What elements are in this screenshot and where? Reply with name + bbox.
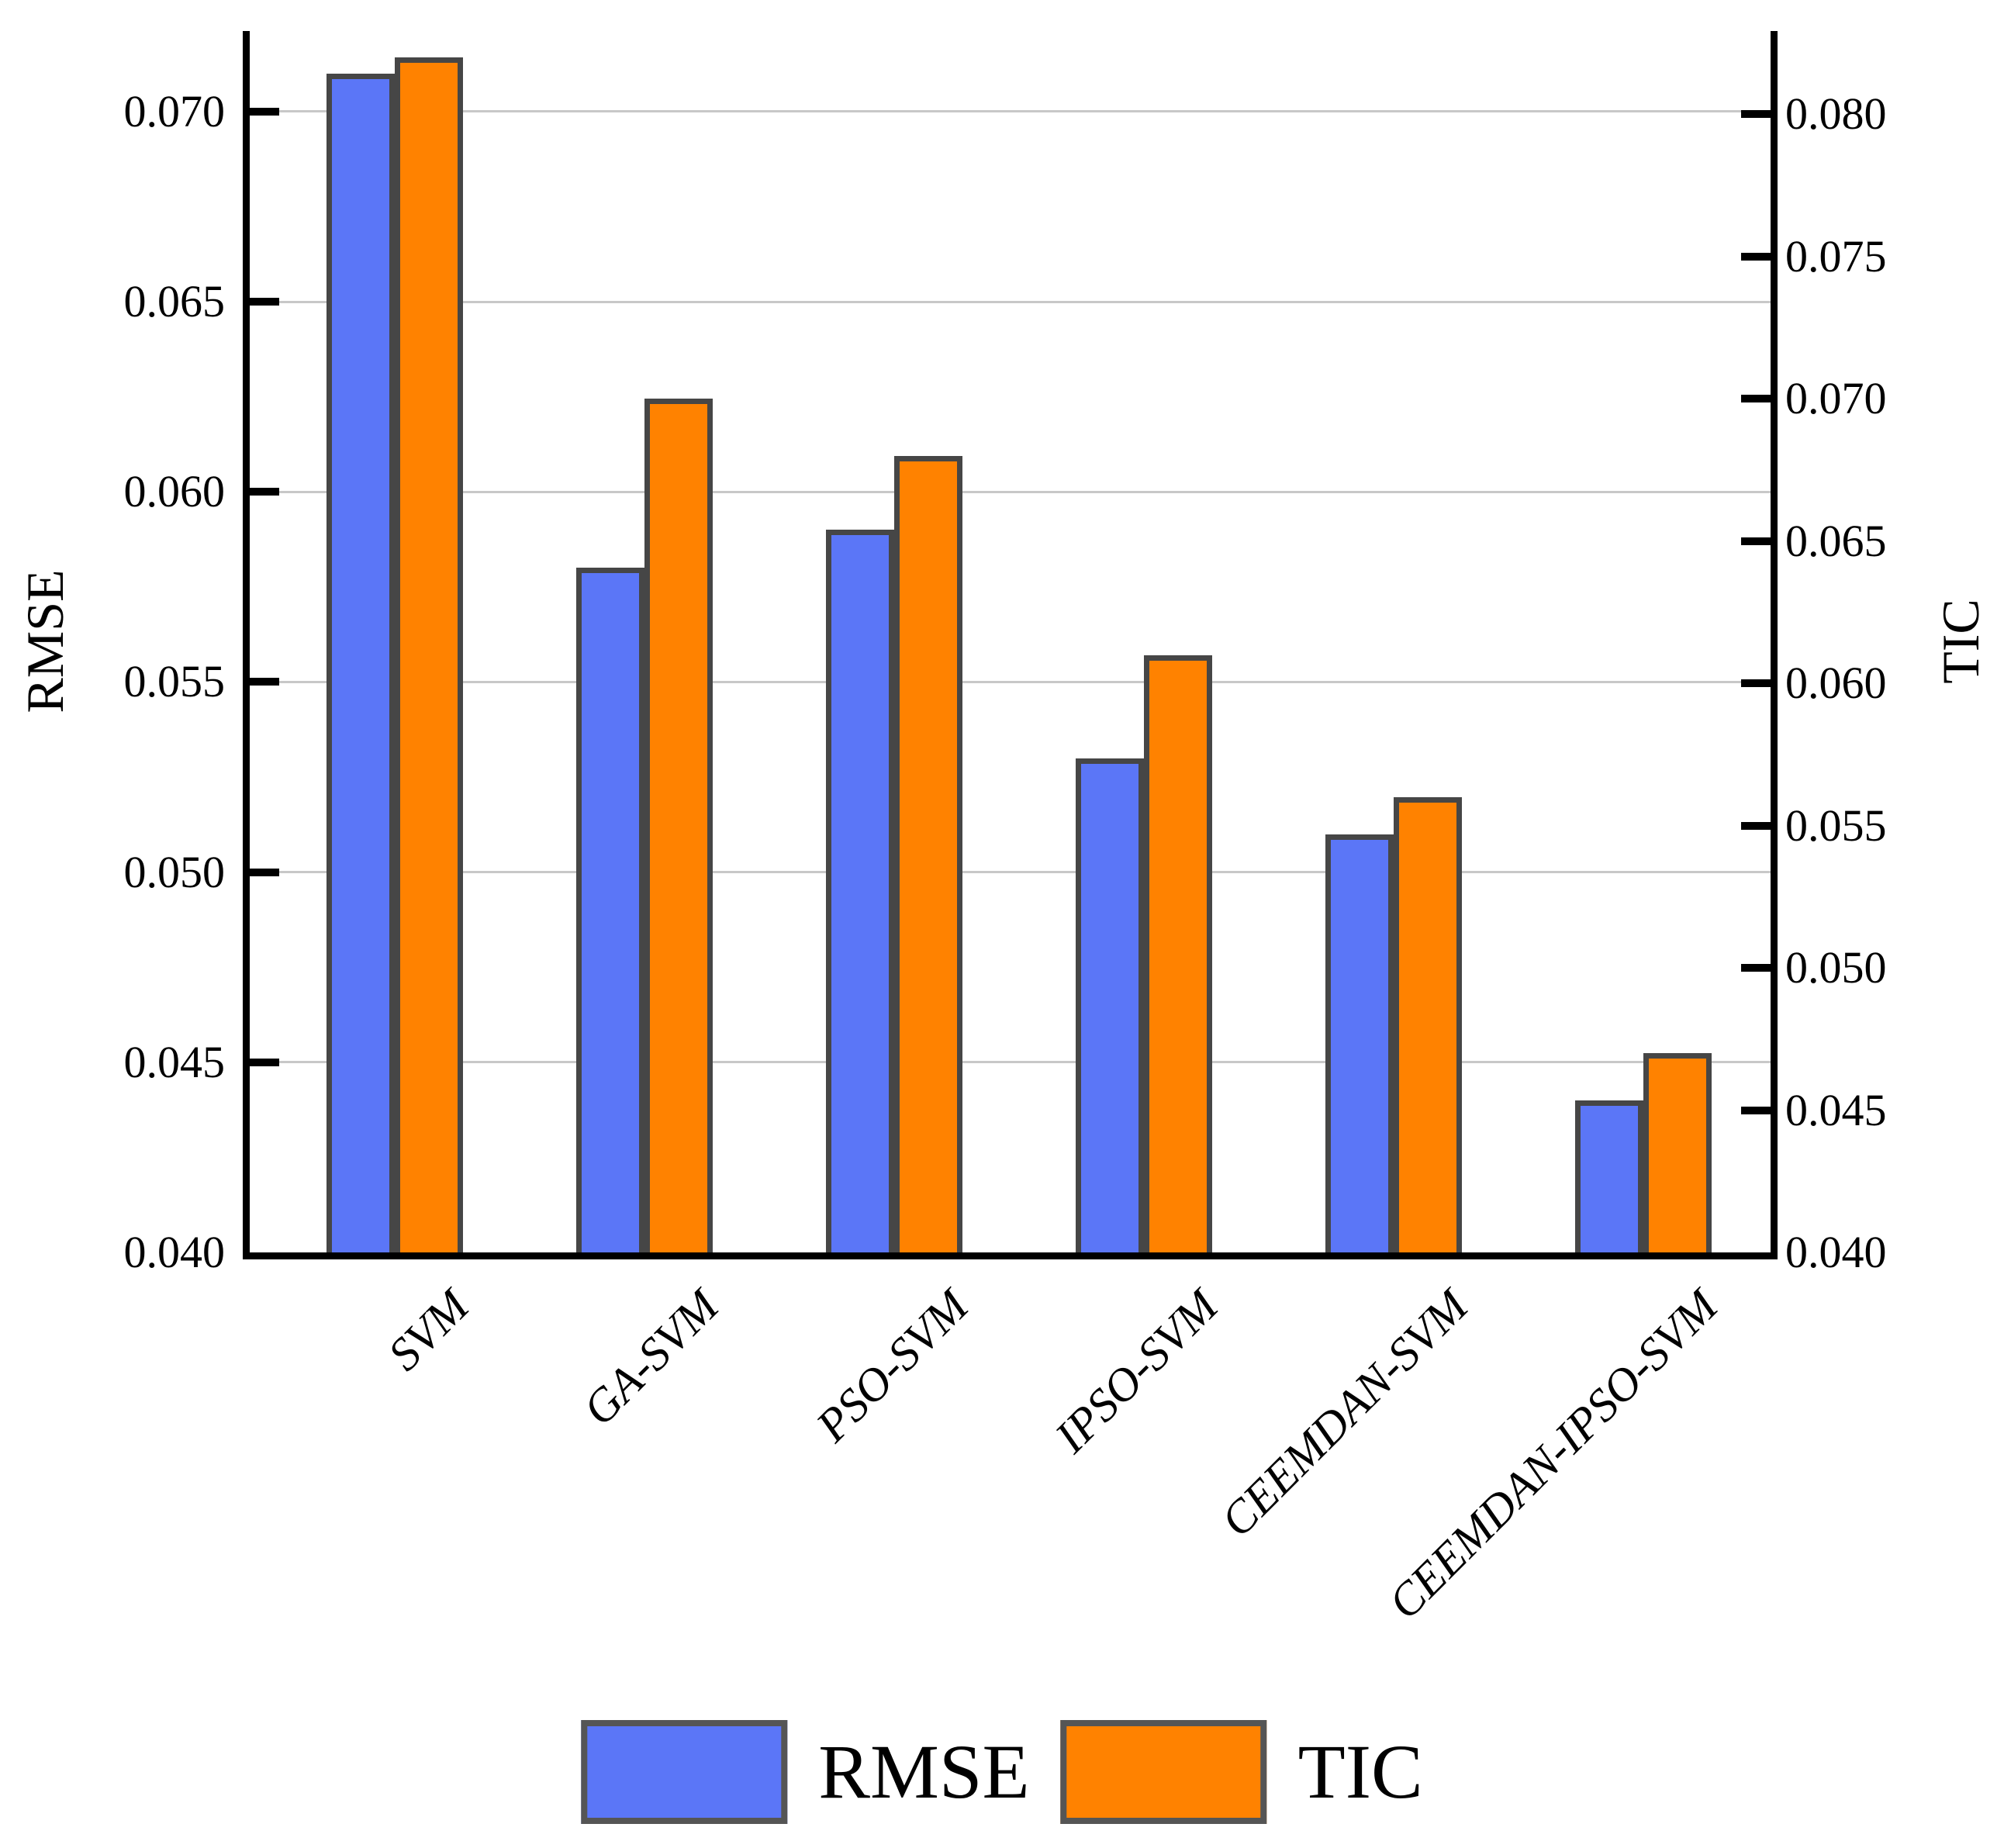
right-axis-tick-label: 0.050 xyxy=(1785,942,1887,993)
bar-tic-ceemdan-svm xyxy=(1394,797,1463,1252)
legend-item-tic: TIC xyxy=(1060,1720,1423,1824)
right-axis-tick-label: 0.045 xyxy=(1785,1084,1887,1135)
bar-rmse-ceemdan-ipso-svm xyxy=(1575,1100,1644,1252)
gridline xyxy=(250,871,1771,874)
left-axis-tick-label: 0.055 xyxy=(123,656,226,707)
bar-rmse-ceemdan-svm xyxy=(1325,834,1394,1252)
left-axis-tick xyxy=(250,678,279,686)
bar-rmse-ipso-svm xyxy=(1076,758,1145,1252)
left-axis-tick-label: 0.065 xyxy=(123,276,226,327)
right-axis-tick xyxy=(1741,110,1771,119)
bar-tic-ga-svm xyxy=(644,399,713,1252)
legend: RMSE TIC xyxy=(581,1720,1423,1824)
x-tick-label-ceemdan-svm: CEEMDAN-SVM xyxy=(1211,1280,1477,1547)
left-axis-tick-label: 0.060 xyxy=(123,466,226,517)
right-axis-tick-label: 0.075 xyxy=(1785,230,1887,282)
right-axis-tick xyxy=(1741,964,1771,972)
gridline xyxy=(250,1061,1771,1064)
right-axis-tick xyxy=(1741,821,1771,830)
bar-tic-ipso-svm xyxy=(1144,655,1213,1252)
right-axis-tick-label: 0.070 xyxy=(1785,373,1887,424)
right-axis-tick-label: 0.060 xyxy=(1785,658,1887,709)
left-axis-tick xyxy=(250,298,279,306)
right-axis-tick-label: 0.065 xyxy=(1785,515,1887,566)
legend-label-rmse: RMSE xyxy=(818,1729,1030,1815)
right-axis-tick xyxy=(1741,252,1771,261)
x-tick-label-svm: SVM xyxy=(378,1280,479,1380)
bar-rmse-svm xyxy=(327,73,396,1252)
bar-tic-svm xyxy=(395,57,464,1252)
right-axis-tick xyxy=(1741,1106,1771,1114)
gridline xyxy=(250,680,1771,683)
left-axis-tick-label: 0.045 xyxy=(123,1036,226,1087)
bar-rmse-pso-svm xyxy=(826,530,895,1252)
legend-swatch-rmse xyxy=(581,1720,788,1824)
right-axis-tick-label: 0.080 xyxy=(1785,88,1887,140)
left-axis-tick xyxy=(250,1058,279,1066)
legend-swatch-tic xyxy=(1060,1720,1267,1824)
plot-area xyxy=(243,31,1778,1259)
left-axis-tick xyxy=(250,868,279,876)
left-axis-tick xyxy=(250,107,279,116)
x-tick-label-ga-svm: GA-SVM xyxy=(572,1280,728,1435)
left-axis-tick-label: 0.050 xyxy=(123,846,226,897)
bar-rmse-ga-svm xyxy=(576,568,645,1252)
bar-tic-ceemdan-ipso-svm xyxy=(1643,1053,1712,1252)
right-axis-tick xyxy=(1741,679,1771,688)
x-tick-label-ipso-svm: IPSO-SVM xyxy=(1045,1280,1228,1463)
gridline xyxy=(250,110,1771,113)
legend-label-tic: TIC xyxy=(1297,1729,1423,1815)
legend-item-rmse: RMSE xyxy=(581,1720,1030,1824)
left-axis-tick-label: 0.070 xyxy=(123,85,226,136)
left-axis-tick-label: 0.040 xyxy=(123,1227,226,1277)
right-axis-tick-label: 0.055 xyxy=(1785,800,1887,851)
gridline xyxy=(250,490,1771,493)
gridline xyxy=(250,300,1771,303)
right-axis-tick xyxy=(1741,395,1771,403)
right-axis-tick xyxy=(1741,537,1771,545)
left-axis-tick xyxy=(250,488,279,496)
bar-tic-pso-svm xyxy=(894,455,963,1252)
x-tick-label-pso-svm: PSO-SVM xyxy=(806,1280,978,1452)
right-axis-tick-label: 0.040 xyxy=(1785,1227,1887,1277)
